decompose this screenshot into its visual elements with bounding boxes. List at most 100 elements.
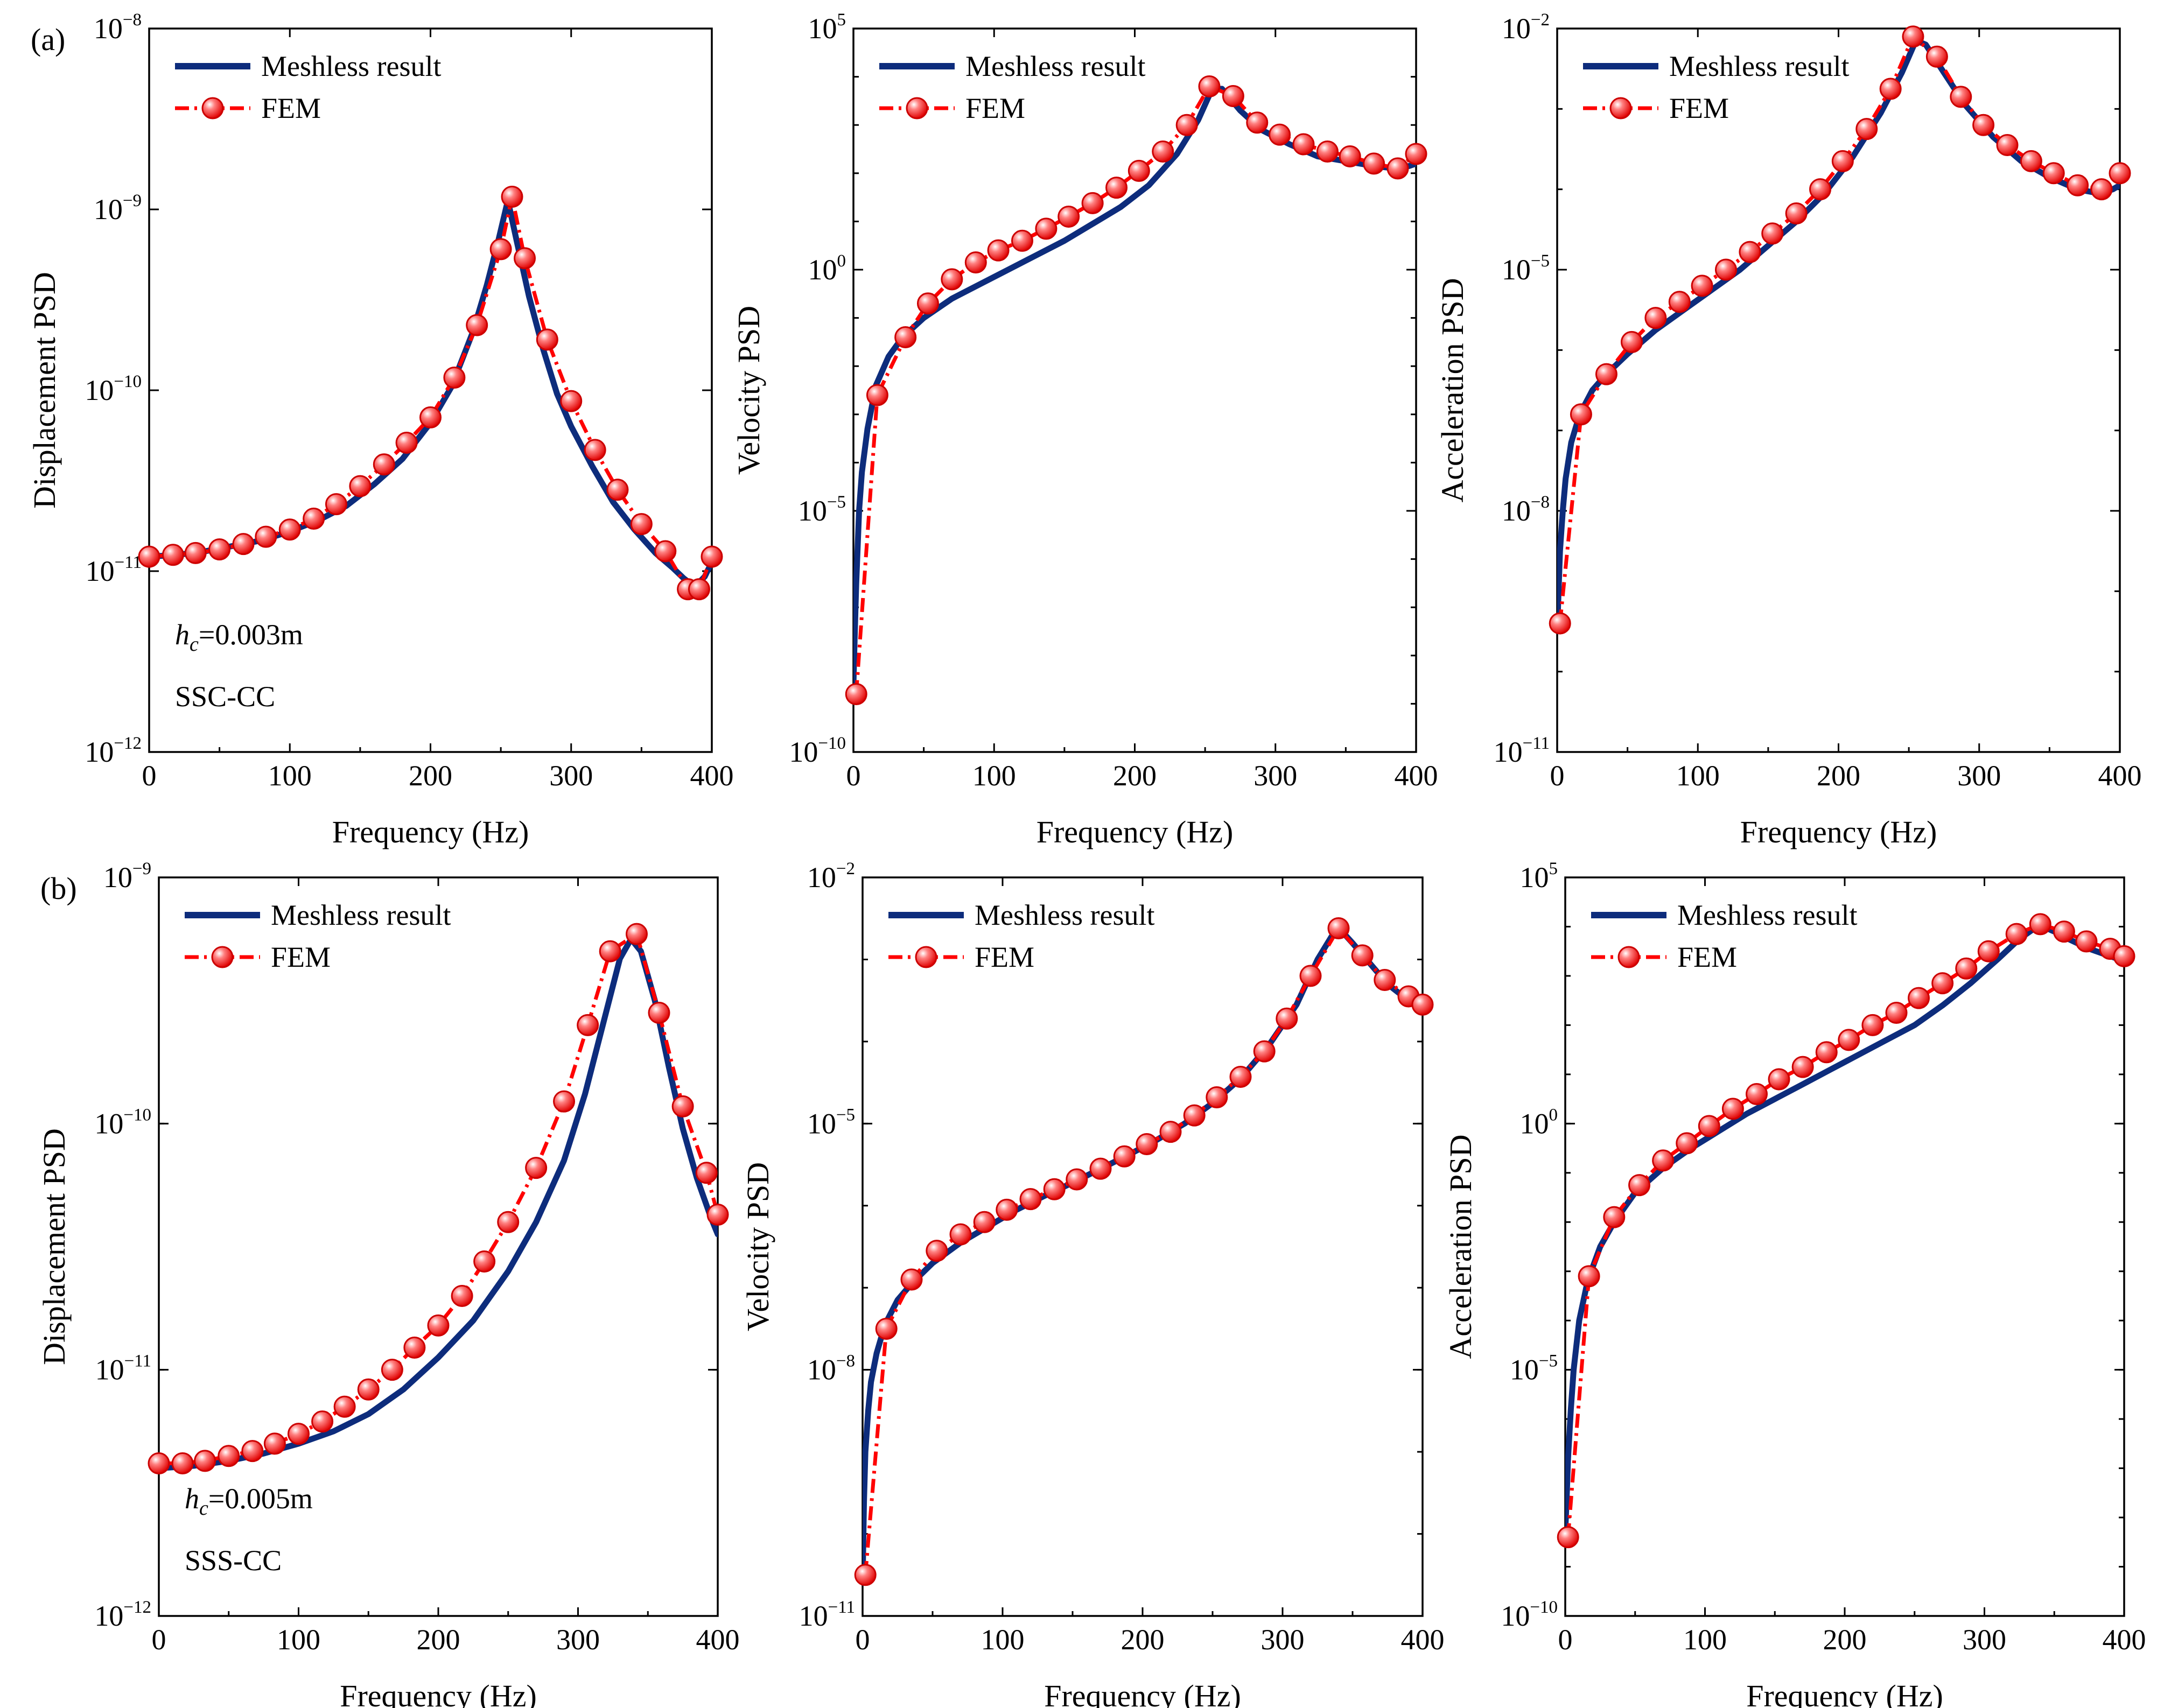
fem-data-point [1206,1086,1228,1109]
fem-data-point [489,238,512,261]
series-line-fem [149,196,712,592]
fem-data-point [2113,945,2135,967]
chart-panel-3: 0 100 200 300 40010−1110−810−510−2Frequency … [1435,10,2142,849]
fem-data-point [1549,612,1571,635]
fem-data-point [1739,241,1761,263]
fem-data-point [1292,133,1315,156]
fem-data-point [1222,85,1244,107]
fem-data-point [184,542,207,564]
x-axis-label: Frequency (Hz) [340,1678,537,1708]
fem-data-point [553,1090,576,1113]
x-tick-label: 400 [1401,1623,1445,1656]
fem-data-point [218,1445,240,1467]
y-tick-base: 10 [95,1354,124,1386]
x-tick-label: 100 [981,1623,1025,1656]
y-tick-exponent: 0 [1549,1105,1558,1124]
y-tick-base: 10 [807,861,836,894]
x-tick-label: 200 [409,760,452,792]
chart-panel-1: 0 100 200 300 40010−1210−1110−1010−910−8Freq… [27,10,734,849]
fem-data-point [1925,45,1948,68]
fem-data-point [1035,217,1058,240]
fem-data-point [451,1284,473,1307]
fem-data-point [577,1014,599,1036]
annotation-h-sub: c [199,1497,208,1520]
series-line-meshless [1557,37,2120,635]
fem-data-point [560,390,583,412]
y-tick-label: 10−5 [798,493,846,527]
y-tick-exponent: −5 [836,1105,855,1124]
annotation-h: h [175,618,190,651]
annotation-boundary: SSC-CC [175,680,275,713]
x-axis-label: Frequency (Hz) [1037,814,1234,849]
y-tick-label: 10−8 [1502,493,1550,527]
legend-label-fem: FEM [1677,941,1737,973]
fem-data-point [1105,177,1128,199]
fem-data-point [949,1223,972,1246]
fem-data-point [473,1250,496,1273]
y-tick-label: 10−12 [94,1598,151,1632]
fem-data-point [466,314,488,336]
fem-data-point [701,545,723,568]
x-axis-label: Frequency (Hz) [1740,814,1937,849]
legend-label-meshless: Meshless result [965,50,1145,82]
y-tick-label: 10−5 [1510,1352,1558,1386]
y-tick-base: 10 [808,12,837,45]
fem-data-point [232,533,255,556]
fem-data-point [525,1157,548,1179]
fem-data-point [1578,1265,1600,1288]
legend-label-meshless: Meshless result [271,899,451,931]
fem-data-point [1809,178,1832,201]
y-tick-base: 10 [799,1600,828,1632]
fem-data-point [706,1204,729,1226]
y-tick-label: 10−10 [94,1105,151,1140]
fem-data-point [1113,1145,1136,1168]
chart-panel-4: 0 100 200 300 40010−1210−1110−1010−9Frequenc… [37,859,740,1708]
fem-data-point [2090,178,2113,201]
y-tick-label: 10−12 [85,734,142,768]
y-axis-label: Velocity PSD [731,306,766,475]
y-tick-exponent: −10 [123,1105,151,1124]
fem-data-point [2029,913,2051,936]
y-tick-base: 10 [1520,1107,1549,1140]
fem-data-point [1603,1206,1626,1228]
y-tick-label: 100 [808,251,846,286]
y-tick-exponent: −11 [115,553,142,572]
y-tick-label: 105 [808,10,846,45]
x-tick-label: 100 [277,1623,320,1656]
fem-data-point [630,513,653,536]
annotation-thickness: hc=0.003m [175,618,303,656]
fem-data-point [1019,1188,1042,1211]
fem-data-point [1879,78,1902,100]
x-tick-label: 0 [1558,1623,1573,1656]
fem-data-point [419,406,442,428]
x-tick-label: 200 [1817,760,1860,792]
legend-marker-fem [211,946,234,968]
x-tick-label: 200 [417,1623,460,1656]
fem-data-point [2020,150,2042,172]
fem-data-point [1299,965,1322,987]
x-tick-label: 300 [1957,760,2001,792]
fem-data-point [1838,1029,1860,1051]
fem-data-point [373,453,395,476]
y-tick-base: 10 [94,193,123,226]
y-tick-exponent: −2 [836,859,855,878]
fem-data-point [1327,917,1350,940]
fem-data-point [1620,331,1643,353]
plot-area [159,931,718,1472]
y-tick-base: 10 [86,555,115,587]
y-tick-exponent: −12 [123,1598,151,1617]
fem-data-point [1089,1157,1112,1180]
fem-data-point [357,1378,380,1401]
annotation-h-value: =0.003m [199,618,303,651]
y-tick-label: 105 [1520,859,1558,894]
x-tick-label: 300 [1253,760,1297,792]
y-tick-label: 10−8 [94,10,142,45]
legend-label-meshless: Meshless result [975,899,1154,931]
annotation-h-value: =0.005m [208,1482,313,1515]
x-tick-label: 100 [1676,760,1720,792]
x-axis-label: Frequency (Hz) [1044,1678,1241,1708]
y-tick-label: 10−5 [1502,251,1550,286]
fem-data-point [1977,940,2000,962]
fem-data-point [263,1432,286,1455]
